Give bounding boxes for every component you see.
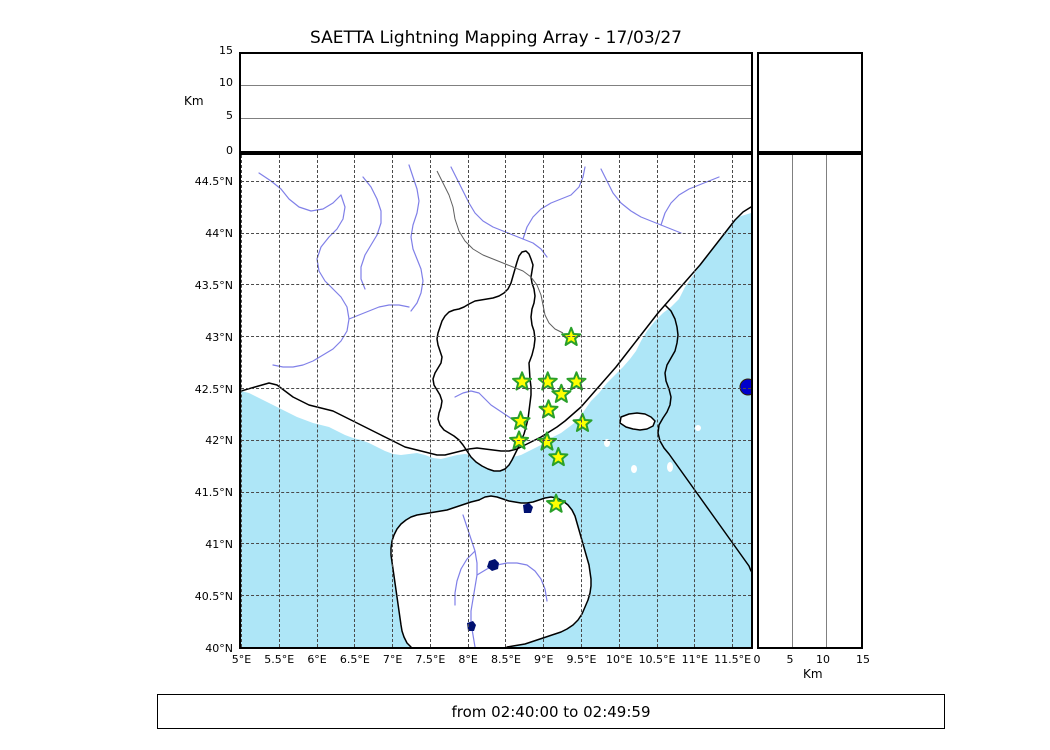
- time-range-caption[interactable]: from 02:40:00 to 02:49:59: [157, 694, 945, 729]
- lma-station-star[interactable]: [548, 446, 569, 467]
- map-gridline-lon: [392, 155, 394, 647]
- panel-latitude-vs-altitude[interactable]: [757, 153, 863, 649]
- latitude-tick-43°N: 43°N: [205, 330, 233, 344]
- longitude-tick-8.5°E: 8.5°E: [490, 653, 521, 666]
- map-gridline-lat: [241, 284, 751, 286]
- map-gridline-lon: [241, 155, 242, 647]
- longitude-tick-7°E: 7°E: [382, 653, 403, 666]
- map-gridline-lon: [543, 155, 545, 647]
- map-canvas: [241, 155, 751, 647]
- longitude-tick-10°E: 10°E: [606, 653, 633, 666]
- right-tick-5: 5: [786, 653, 794, 666]
- right-tick-0: 0: [753, 653, 761, 666]
- latitude-tick-40°N: 40°N: [205, 641, 233, 655]
- map-gridline-lat: [241, 595, 751, 597]
- lma-station-star[interactable]: [538, 399, 559, 419]
- latitude-tick-42.5°N: 42.5°N: [194, 382, 233, 396]
- latitude-tick-44.5°N: 44.5°N: [194, 175, 233, 189]
- longitude-tick-7.5°E: 7.5°E: [415, 653, 446, 666]
- caption-text: from 02:40:00 to 02:49:59: [451, 702, 651, 721]
- longitude-tick-11°E: 11°E: [681, 653, 709, 666]
- map-gridline-lat: [241, 543, 751, 545]
- map-gridline-lat: [241, 491, 751, 493]
- latitude-tick-42°N: 42°N: [205, 434, 233, 448]
- map-gridline-lon: [316, 155, 318, 647]
- lma-station-star[interactable]: [510, 410, 531, 430]
- altitude-tick-10: 10: [219, 76, 233, 89]
- longitude-tick-6°E: 6°E: [307, 653, 327, 666]
- map-gridline-lat: [241, 232, 751, 234]
- map-gridline-lon: [467, 155, 469, 647]
- map-gridline-lon: [505, 155, 507, 647]
- longitude-tick-8°E: 8°E: [458, 653, 478, 666]
- map-gridline-lon: [694, 155, 696, 647]
- lma-station-star[interactable]: [536, 431, 558, 451]
- map-gridline-lon: [354, 155, 356, 647]
- lma-station-star[interactable]: [512, 371, 533, 391]
- lma-station-star[interactable]: [551, 383, 572, 403]
- altitude-tick-15: 15: [219, 44, 233, 57]
- latitude-tick-41°N: 41°N: [205, 537, 233, 551]
- map-gridline-lat: [241, 336, 751, 338]
- lma-station-star[interactable]: [572, 412, 593, 432]
- map-gridline-lon: [656, 155, 658, 647]
- lightning-source-marker[interactable]: [739, 378, 751, 396]
- longitude-tick-6.5°E: 6.5°E: [339, 653, 370, 666]
- longitude-tick-10.5°E: 10.5°E: [638, 653, 676, 666]
- right-tick-10: 10: [816, 653, 830, 666]
- map-gridline-lat: [241, 180, 751, 182]
- latitude-tick-44°N: 44°N: [205, 227, 233, 241]
- longitude-tick-9.5°E: 9.5°E: [566, 653, 597, 666]
- map-gridline-lat: [241, 439, 751, 441]
- altitude-axis-label: Km: [184, 94, 204, 108]
- altitude-tick-5: 5: [226, 109, 233, 122]
- map-gridline-lat: [241, 388, 751, 390]
- right-tick-15: 15: [856, 653, 870, 666]
- page-title: SAETTA Lightning Mapping Array - 17/03/2…: [310, 28, 682, 48]
- panel-top-right[interactable]: [757, 52, 863, 153]
- latitude-tick-40.5°N: 40.5°N: [194, 589, 233, 603]
- map-gridline-lon: [429, 155, 431, 647]
- lma-station-star[interactable]: [566, 371, 587, 391]
- map-gridline-lon: [618, 155, 620, 647]
- station-markers: [509, 326, 593, 513]
- latitude-tick-41.5°N: 41.5°N: [194, 486, 233, 500]
- longitude-tick-5°E: 5°E: [231, 653, 252, 666]
- map-gridline-lon: [732, 155, 734, 647]
- lma-station-star[interactable]: [537, 371, 558, 391]
- map-gridline-lon: [581, 155, 582, 647]
- latitude-tick-43.5°N: 43.5°N: [194, 278, 233, 292]
- lma-station-star[interactable]: [546, 493, 567, 513]
- longitude-tick-9°E: 9°E: [533, 653, 554, 666]
- panel-map[interactable]: [239, 153, 753, 649]
- right-axis-label: Km: [803, 667, 823, 681]
- panel-altitude-vs-longitude[interactable]: [239, 52, 753, 153]
- map-gridline-lon: [278, 155, 280, 647]
- longitude-tick-5.5°E: 5.5°E: [264, 653, 295, 666]
- altitude-tick-0: 0: [226, 144, 233, 157]
- map-geometry: [241, 155, 751, 647]
- longitude-tick-11.5°E: 11.5°E: [714, 653, 752, 666]
